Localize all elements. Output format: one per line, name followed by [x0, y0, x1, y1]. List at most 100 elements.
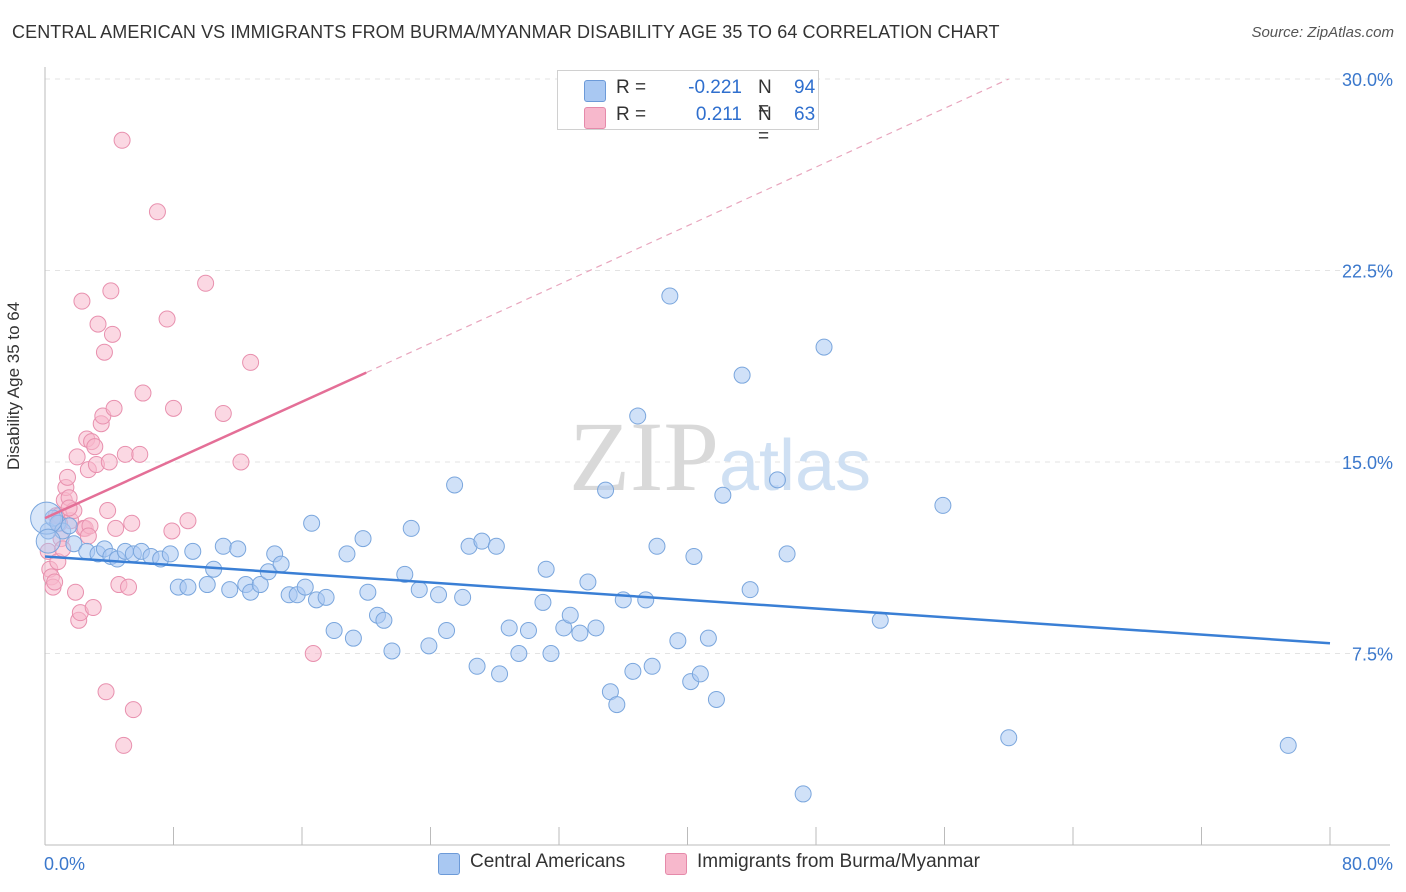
- burma-point: [100, 453, 118, 471]
- burma-point: [99, 502, 117, 520]
- y-axis-label: Disability Age 35 to 64: [4, 301, 23, 470]
- central-american-point: [510, 645, 528, 662]
- central-american-point: [272, 555, 290, 573]
- chart-title: CENTRAL AMERICAN VS IMMIGRANTS FROM BURM…: [12, 22, 1000, 42]
- central-american-point: [648, 537, 666, 555]
- central-american-point: [685, 547, 703, 565]
- central-american-point: [768, 471, 786, 489]
- burma-point: [179, 512, 197, 530]
- central-american-point: [344, 629, 362, 647]
- r-value: -0.221: [688, 77, 742, 98]
- burma-point: [158, 310, 176, 328]
- n-label: N =: [758, 77, 772, 120]
- n-value: 94: [794, 77, 816, 98]
- n-label: N =: [758, 104, 772, 147]
- central-american-point: [491, 665, 509, 683]
- burma-point: [97, 683, 115, 701]
- central-american-point: [815, 338, 833, 356]
- central-american-point: [934, 496, 952, 514]
- central-american-point: [741, 581, 759, 599]
- burma-point: [46, 573, 64, 591]
- central-american-point: [794, 785, 812, 803]
- central-american-point: [579, 573, 597, 591]
- axes: [44, 67, 1390, 846]
- central-american-point: [214, 537, 232, 555]
- central-american-point: [519, 622, 537, 640]
- y-tick-label: 30.0%: [1342, 70, 1393, 90]
- burma-point: [68, 448, 86, 466]
- central-american-point: [691, 665, 709, 683]
- blue-swatch: [438, 853, 460, 875]
- y-tick-label: 15.0%: [1342, 453, 1393, 473]
- central-american-point: [338, 545, 356, 563]
- central-american-point: [487, 537, 505, 555]
- y-tick-label: 7.5%: [1352, 645, 1393, 665]
- burma-point: [124, 701, 142, 719]
- central-american-point: [161, 545, 179, 563]
- central-american-point: [430, 586, 448, 604]
- central-american-point: [359, 583, 377, 601]
- series-legend: Central Americans Immigrants from Burma/…: [0, 851, 1406, 879]
- burma-point: [105, 399, 123, 417]
- burma-point: [148, 203, 166, 221]
- burma-point: [123, 514, 141, 532]
- legend-label: Immigrants from Burma/Myanmar: [697, 851, 980, 872]
- central-american-point: [375, 611, 393, 629]
- central-american-point: [778, 545, 796, 563]
- burma-point: [58, 468, 76, 486]
- central-american-point: [733, 366, 751, 384]
- central-american-point: [699, 629, 717, 647]
- burma-point: [95, 343, 113, 361]
- central-american-point: [229, 540, 247, 558]
- central-american-point: [624, 662, 642, 680]
- central-american-point: [420, 637, 438, 655]
- central-american-point: [184, 542, 202, 560]
- central-american-point: [179, 578, 197, 596]
- central-american-point: [402, 519, 420, 537]
- central-american-point: [383, 642, 401, 660]
- central-american-point: [303, 514, 321, 532]
- n-value: 63: [794, 104, 816, 125]
- central-american-point: [637, 591, 655, 609]
- burma-trend-line: [44, 371, 367, 520]
- burma-point: [165, 399, 182, 417]
- central-american-points: [30, 287, 1297, 803]
- central-american-point: [542, 645, 560, 662]
- correlation-legend: R = -0.221 N = 94 R = 0.211 N = 63: [557, 70, 819, 147]
- r-label: R =: [616, 77, 647, 98]
- central-american-point: [438, 622, 456, 640]
- burma-point: [89, 315, 107, 333]
- central-american-point: [871, 611, 889, 629]
- burma-point: [84, 599, 102, 617]
- source-label: Source: ZipAtlas.com: [1251, 24, 1394, 41]
- burma-point: [242, 353, 260, 371]
- central-american-point: [198, 576, 216, 594]
- central-american-point: [608, 696, 626, 714]
- pink-swatch: [665, 853, 687, 875]
- central-american-point: [317, 588, 335, 606]
- r-label: R =: [616, 104, 647, 125]
- central-american-point: [35, 528, 61, 554]
- burma-point: [115, 736, 133, 754]
- central-american-point: [296, 578, 314, 596]
- burma-point: [120, 578, 138, 596]
- r-value: 0.211: [695, 104, 742, 125]
- central-american-point: [707, 690, 725, 708]
- central-american-point: [454, 588, 472, 606]
- burma-point: [116, 445, 134, 463]
- legend-label: Central Americans: [470, 851, 626, 872]
- burma-point: [113, 131, 131, 149]
- burma-point: [73, 292, 91, 310]
- central-american-point: [669, 632, 687, 650]
- central-american-point: [325, 622, 343, 640]
- central-american-point: [410, 581, 428, 599]
- burma-point: [232, 453, 250, 471]
- tick-labels: 7.5% 15.0% 22.5% 30.0% 0.0% 80.0%: [44, 70, 1393, 874]
- burma-point: [131, 445, 149, 463]
- central-american-trend-line: [44, 555, 1331, 645]
- burma-point: [304, 645, 322, 662]
- central-american-point: [396, 565, 414, 583]
- central-american-point: [571, 624, 589, 642]
- x-tick-label: 0.0%: [44, 854, 85, 874]
